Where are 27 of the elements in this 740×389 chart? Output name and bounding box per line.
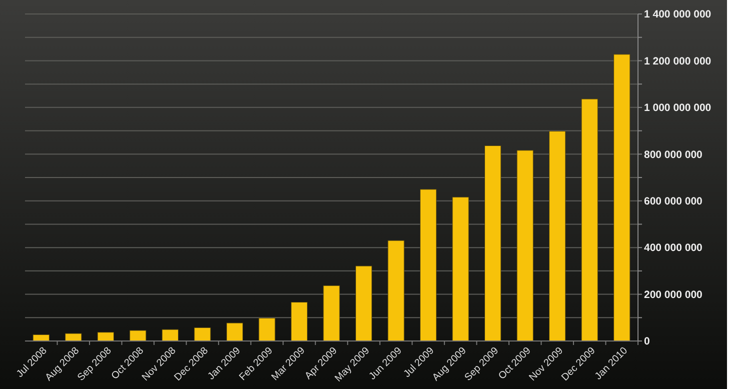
bar	[420, 189, 437, 342]
bar	[162, 329, 178, 342]
bar	[97, 332, 114, 342]
bar	[32, 334, 50, 342]
bar	[355, 266, 372, 342]
bar	[323, 285, 340, 342]
bar	[516, 150, 534, 342]
y-tick-label: 800 000 000	[644, 148, 703, 161]
bar	[452, 196, 469, 342]
bar	[388, 240, 404, 342]
bar	[290, 302, 308, 342]
bar	[226, 322, 244, 342]
y-tick-label: 400 000 000	[644, 242, 703, 254]
bar	[549, 131, 566, 342]
bar	[581, 98, 598, 342]
y-tick-label: 1 400 000 000	[644, 8, 712, 21]
y-tick-label: 1 200 000 000	[644, 55, 712, 68]
y-tick-label: 1 000 000 000	[644, 102, 712, 114]
bar	[65, 333, 82, 342]
y-tick-label: 0	[644, 336, 650, 348]
y-tick-label: 600 000 000	[644, 196, 703, 208]
bar	[258, 318, 276, 342]
bar	[130, 330, 146, 342]
bar	[614, 54, 630, 342]
bar	[484, 145, 502, 342]
y-tick-label: 200 000 000	[644, 288, 703, 301]
bar	[194, 327, 211, 342]
